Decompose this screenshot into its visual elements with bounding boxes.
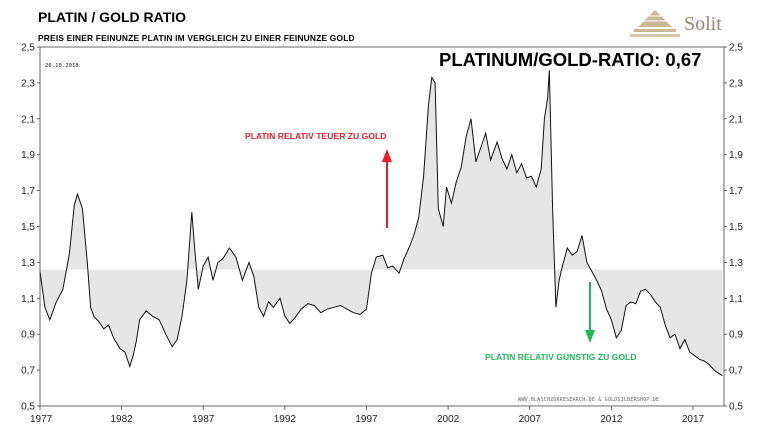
annotation-expensive: PLATIN RELATIV TEUER ZU GOLD bbox=[245, 131, 386, 141]
source-credit: WWW.BLASCHZOKRESEARCH.DE & GOLDSILBERSHO… bbox=[518, 397, 659, 403]
y-tick-label: 0,7 bbox=[729, 366, 743, 377]
chart-date: 26.10.2018 bbox=[45, 63, 79, 69]
x-tick-label: 2012 bbox=[600, 414, 623, 425]
x-axis: 1977 1982 1987 1992 1997 2002 2007 2012 2017 bbox=[30, 406, 705, 425]
y-tick-label: 1,3 bbox=[729, 258, 743, 269]
x-tick-label: 1997 bbox=[355, 414, 378, 425]
y-tick-label: 2,5 bbox=[21, 43, 35, 54]
x-tick-label: 1982 bbox=[110, 414, 133, 425]
y-tick-label: 0,5 bbox=[21, 402, 35, 413]
y-tick-label: 1,5 bbox=[21, 222, 35, 233]
plot-area: 2,5 2,3 2,1 1,9 1,7 1,5 1,3 1,1 0,9 0,7 0,5 2,5 2,3… bbox=[21, 43, 743, 426]
y-tick-label: 0,9 bbox=[21, 330, 35, 341]
y-tick-label: 1,7 bbox=[729, 186, 743, 197]
ratio-series-line bbox=[39, 70, 723, 376]
red-up-arrow-icon bbox=[382, 149, 392, 228]
y-tick-label: 2,1 bbox=[21, 114, 35, 125]
x-tick-label: 2007 bbox=[519, 414, 542, 425]
y-tick-label: 2,3 bbox=[729, 78, 743, 89]
y-tick-label: 1,7 bbox=[21, 186, 35, 197]
chart-title: PLATIN / GOLD RATIO bbox=[38, 9, 186, 25]
y-tick-label: 1,9 bbox=[729, 150, 743, 161]
annotation-cheap: PLATIN RELATIV GÜNSTIG ZU GOLD bbox=[485, 352, 637, 362]
y-tick-label: 2,3 bbox=[21, 78, 35, 89]
y-axis-left: 2,5 2,3 2,1 1,9 1,7 1,5 1,3 1,1 0,9 0,7 0,5 bbox=[21, 43, 40, 413]
x-tick-label: 2017 bbox=[682, 414, 705, 425]
y-tick-label: 1,1 bbox=[729, 294, 743, 305]
y-tick-label: 0,5 bbox=[729, 402, 743, 413]
x-tick-label: 1992 bbox=[274, 414, 297, 425]
green-down-arrow-icon bbox=[585, 282, 595, 343]
baseline-fill-area bbox=[40, 70, 723, 376]
y-tick-label: 0,9 bbox=[729, 330, 743, 341]
pyramid-logo-icon bbox=[630, 10, 680, 37]
y-tick-label: 1,3 bbox=[21, 258, 35, 269]
y-tick-label: 2,1 bbox=[729, 114, 743, 125]
y-tick-label: 1,5 bbox=[729, 222, 743, 233]
y-axis-right: 2,5 2,3 2,1 1,9 1,7 1,5 1,3 1,1 0,9 0,7 0,5 bbox=[724, 43, 743, 413]
y-tick-label: 1,1 bbox=[21, 294, 35, 305]
solit-logo-text: Solit bbox=[684, 13, 722, 35]
y-tick-label: 1,9 bbox=[21, 150, 35, 161]
ratio-headline: PLATINUM/GOLD-RATIO: 0,67 bbox=[439, 49, 701, 70]
x-tick-label: 1987 bbox=[192, 414, 215, 425]
y-tick-label: 0,7 bbox=[21, 366, 35, 377]
x-tick-label: 2002 bbox=[437, 414, 460, 425]
chart-subtitle: PREIS EINER FEINUNZE PLATIN IM VERGLEICH… bbox=[38, 33, 355, 43]
x-tick-label: 1977 bbox=[30, 414, 53, 425]
y-tick-label: 2,5 bbox=[729, 43, 743, 54]
